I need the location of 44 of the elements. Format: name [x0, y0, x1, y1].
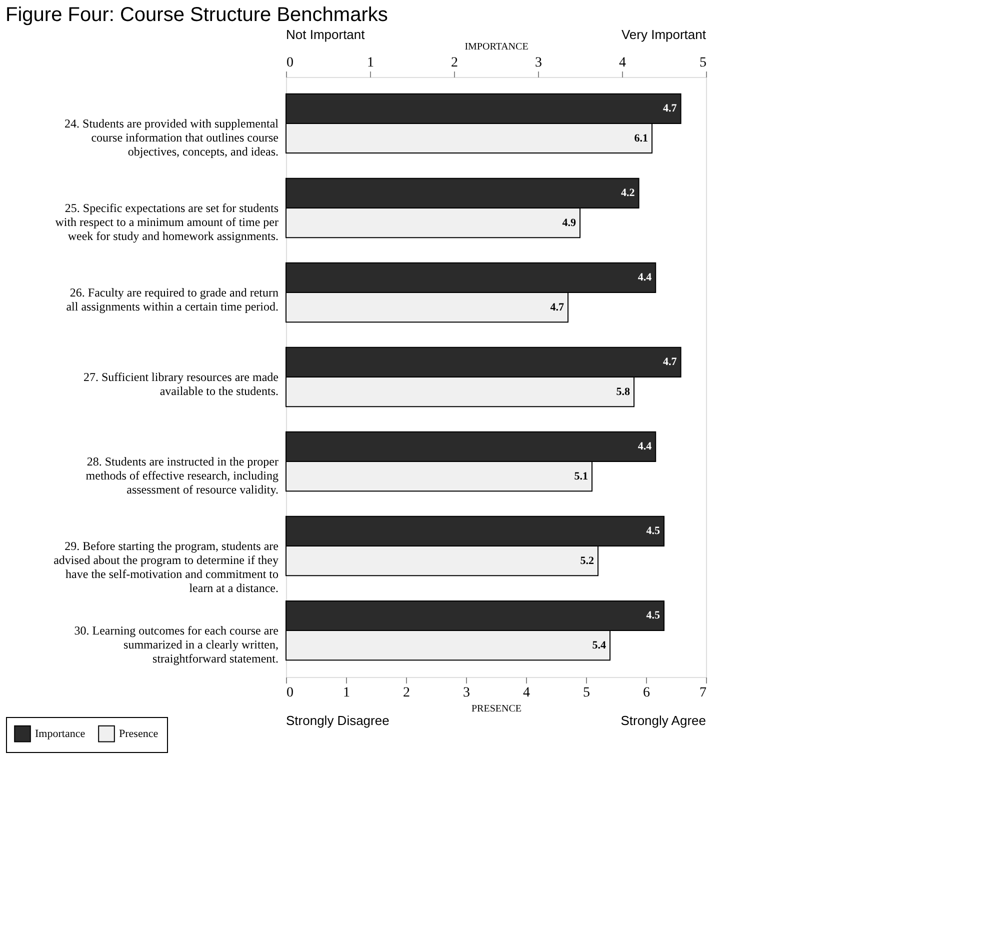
x2-tick-label: 3 — [535, 56, 542, 70]
data-label: 4.9 — [562, 216, 576, 229]
y-tick-label: 29. Before starting the program, students are advised about the program to determine if they have the self-motivation and commitment to learn at a distance. — [54, 539, 278, 596]
x-tick-label: 2 — [403, 686, 410, 700]
text: Not Important — [286, 27, 366, 42]
y-tick-label: 25. Specific expectations are set for students with respect to a minimum amount of time per week for study and homework assignments. — [55, 200, 279, 243]
x2-tick-label: 4 — [619, 56, 626, 70]
data-label: 6.1 — [634, 132, 648, 144]
y-tick-label: 28. Students are instructed in the proper methods of effective research, including assessment of resource validity. — [86, 454, 278, 497]
x2-tick-label: 5 — [700, 56, 706, 70]
x-tick-label: 3 — [463, 686, 470, 700]
legend-label: Presence — [119, 728, 158, 740]
data-label: 4.4 — [638, 272, 652, 284]
x2-tick-label: 1 — [367, 56, 374, 70]
y-tick-label: 26. Faculty are required to grade and return all assignments within a certain time period. — [66, 285, 278, 314]
x-tick-label: 4 — [523, 686, 530, 700]
chart-title: Figure Four: Course Structure Benchmarks — [6, 4, 388, 26]
data-label: 4.7 — [663, 102, 678, 115]
x-tick-label: 0 — [286, 686, 294, 700]
x2-axis-title: IMPORTANCE — [464, 42, 528, 52]
y-tick-label: 30. Learning outcomes for each course are summarized in a clearly written, straightforward statement. — [74, 624, 278, 666]
text: Very Important — [621, 27, 706, 42]
data-label: 5.8 — [616, 386, 630, 398]
data-label: 5.4 — [592, 639, 606, 652]
data-label: 5.2 — [580, 554, 594, 567]
data-label: 4.4 — [638, 440, 652, 453]
data-label: 4.7 — [550, 301, 564, 314]
data-label: 4.5 — [646, 610, 660, 622]
x-tick-label: 5 — [583, 686, 590, 700]
text: Strongly Disagree — [286, 713, 390, 728]
data-label: 4.7 — [663, 356, 678, 368]
x-axis-title: PRESENCE — [471, 704, 522, 714]
data-label: 4.2 — [621, 187, 636, 200]
y-tick-label: 27. Sufficient library resources are made available to the students. — [83, 370, 278, 398]
x-tick-label: 1 — [343, 686, 350, 700]
data-label: 4.5 — [646, 525, 660, 538]
x-tick-label: 7 — [700, 686, 706, 700]
legend-label: Importance — [35, 728, 86, 740]
x2-tick-label: 2 — [451, 56, 458, 70]
x-tick-label: 6 — [643, 686, 650, 700]
y-tick-label: 24. Students are provided with supplemental course information that outlines course objectives, concepts, and ideas. — [64, 116, 280, 158]
text: Strongly Agree — [620, 713, 706, 728]
data-label: 5.1 — [574, 470, 588, 482]
x2-tick-label: 0 — [286, 56, 294, 70]
